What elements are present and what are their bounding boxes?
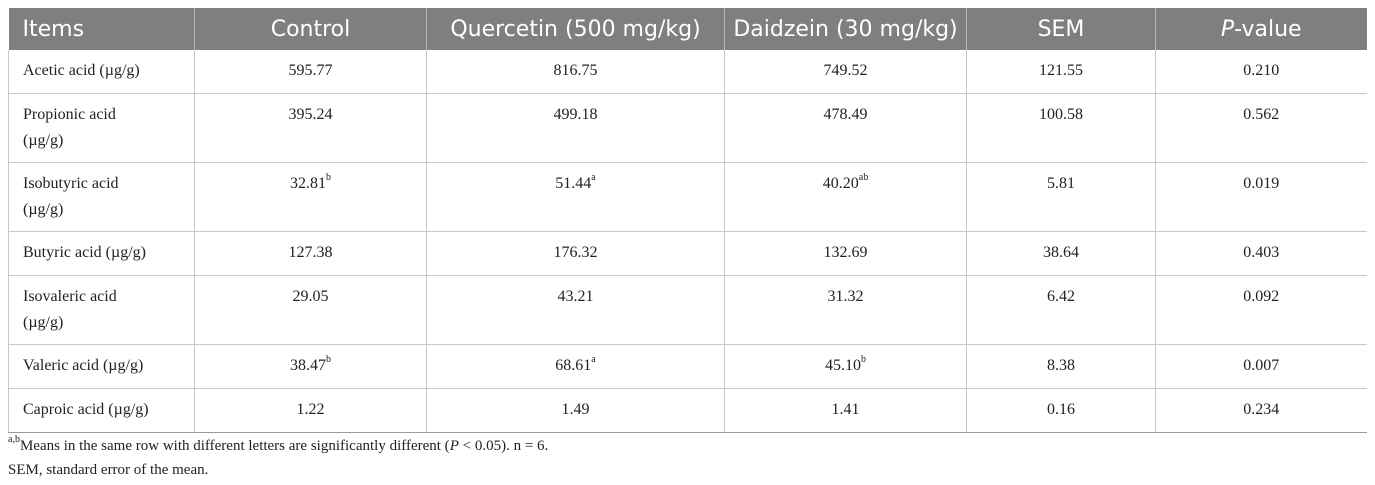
cell-sem: 0.16	[1047, 401, 1075, 418]
cell-quercetin: 51.44a	[555, 171, 596, 192]
cell-p-value: 0.403	[1243, 244, 1280, 261]
cell-daidzein: 132.69	[823, 244, 868, 261]
footnote-sup: a,b	[8, 434, 20, 445]
cell-quercetin: 499.18	[553, 106, 598, 123]
footnote-sem: SEM, standard error of the mean.	[8, 462, 209, 478]
cell-sem: 38.64	[1043, 244, 1079, 261]
cell-control: 127.38	[288, 244, 333, 261]
data-table: Items Control Quercetin (500 mg/kg) Daid…	[8, 8, 1367, 433]
footnote-significance: a,bMeans in the same row with different …	[8, 434, 549, 455]
row-item: Valeric acid (µg/g)	[23, 357, 144, 374]
table-row: Propionic acid (µg/g) 395.24 499.18 478.…	[8, 93, 1367, 163]
cell-p-value: 0.210	[1243, 62, 1280, 79]
header-daidzein: Daidzein (30 mg/kg)	[724, 8, 967, 50]
cell-control: 395.24	[288, 106, 333, 123]
cell-daidzein: 40.20ab	[822, 171, 869, 192]
header-quercetin: Quercetin (500 mg/kg)	[426, 8, 725, 50]
cell-daidzein: 1.41	[831, 401, 860, 418]
cell-p-value: 0.007	[1243, 357, 1280, 374]
cell-control: 38.47b	[290, 353, 331, 374]
row-item: Acetic acid (µg/g)	[23, 62, 140, 79]
header-row: Items Control Quercetin (500 mg/kg) Daid…	[8, 8, 1367, 50]
cell-quercetin: 176.32	[553, 244, 598, 261]
cell-sem: 121.55	[1039, 62, 1083, 79]
cell-quercetin: 43.21	[557, 288, 594, 305]
header-sem: SEM	[966, 8, 1156, 50]
cell-control: 29.05	[292, 288, 329, 305]
cell-quercetin: 68.61a	[555, 353, 596, 374]
cell-p-value: 0.019	[1243, 175, 1280, 192]
table-row: Acetic acid (µg/g) 595.77 816.75 749.52 …	[8, 50, 1367, 94]
cell-p-value: 0.092	[1243, 288, 1280, 305]
cell-p-value: 0.562	[1243, 106, 1280, 123]
header-control: Control	[194, 8, 427, 50]
cell-control: 595.77	[288, 62, 333, 79]
row-item: Butyric acid (µg/g)	[23, 244, 146, 261]
header-p-suffix: -value	[1234, 16, 1302, 42]
cell-sem: 8.38	[1047, 357, 1075, 374]
cell-quercetin: 816.75	[553, 62, 598, 79]
cell-daidzein: 45.10b	[825, 353, 866, 374]
table-row: Caproic acid (µg/g) 1.22 1.49 1.41 0.16 …	[8, 388, 1367, 433]
row-item: Isovaleric acid (µg/g)	[23, 288, 117, 331]
table-row: Isobutyric acid (µg/g) 32.81b 51.44a 40.…	[8, 162, 1367, 232]
cell-daidzein: 478.49	[823, 106, 868, 123]
header-items: Items	[8, 8, 195, 50]
row-item: Isobutyric acid (µg/g)	[23, 175, 119, 218]
cell-sem: 6.42	[1047, 288, 1075, 305]
header-p-italic: P	[1220, 16, 1235, 42]
cell-control: 1.22	[296, 401, 325, 418]
cell-control: 32.81b	[290, 171, 331, 192]
table-row: Isovaleric acid (µg/g) 29.05 43.21 31.32…	[8, 275, 1367, 345]
cell-daidzein: 749.52	[823, 62, 868, 79]
row-item: Propionic acid (µg/g)	[23, 106, 116, 149]
cell-quercetin: 1.49	[561, 401, 590, 418]
header-p-value: P-value	[1155, 8, 1367, 50]
table-row: Butyric acid (µg/g) 127.38 176.32 132.69…	[8, 231, 1367, 276]
table-row: Valeric acid (µg/g) 38.47b 68.61a 45.10b…	[8, 344, 1367, 389]
cell-p-value: 0.234	[1243, 401, 1280, 418]
cell-sem: 100.58	[1039, 106, 1083, 123]
row-item: Caproic acid (µg/g)	[23, 401, 149, 418]
cell-daidzein: 31.32	[827, 288, 864, 305]
cell-sem: 5.81	[1047, 175, 1075, 192]
